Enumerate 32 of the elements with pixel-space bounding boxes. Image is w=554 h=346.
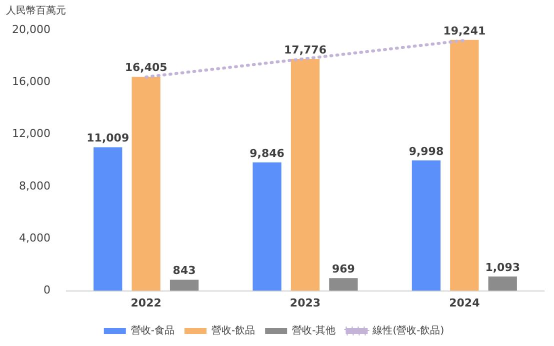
legend-label: 營收-其他 [292, 324, 336, 337]
data-label: 17,776 [284, 43, 327, 56]
y-tick-label: 12,000 [12, 127, 50, 140]
bar [132, 76, 160, 291]
bar [450, 40, 479, 291]
y-tick-label: 16,000 [12, 75, 50, 88]
data-label: 9,846 [250, 146, 285, 160]
bar [94, 147, 122, 291]
x-tick-label: 2023 [290, 296, 321, 310]
bar [170, 280, 199, 291]
data-label: 11,009 [86, 132, 130, 145]
y-tick-label: 0 [43, 284, 50, 297]
data-label: 843 [172, 264, 196, 278]
y-tick-label: 4,000 [18, 232, 50, 244]
bar [329, 278, 358, 291]
data-label: 969 [332, 262, 355, 276]
legend-label: 線性(營收-飲品) [372, 324, 444, 337]
data-label: 1,093 [485, 260, 520, 274]
x-tick-label: 2024 [449, 296, 480, 310]
legend-label: 營收-食品 [130, 324, 174, 337]
bar [412, 160, 441, 291]
y-axis-title: 人民幣百萬元 [6, 4, 66, 17]
data-label: 19,241 [443, 24, 486, 38]
x-tick-label: 2022 [130, 296, 162, 310]
bar [488, 276, 517, 291]
legend-label: 營收-飲品 [211, 324, 256, 337]
bar [290, 59, 320, 291]
y-tick-label: 8,000 [18, 179, 50, 192]
bar [252, 162, 282, 291]
y-tick-label: 20,000 [12, 22, 50, 36]
data-label: 9,998 [408, 144, 444, 158]
data-label: 16,405 [124, 61, 168, 74]
